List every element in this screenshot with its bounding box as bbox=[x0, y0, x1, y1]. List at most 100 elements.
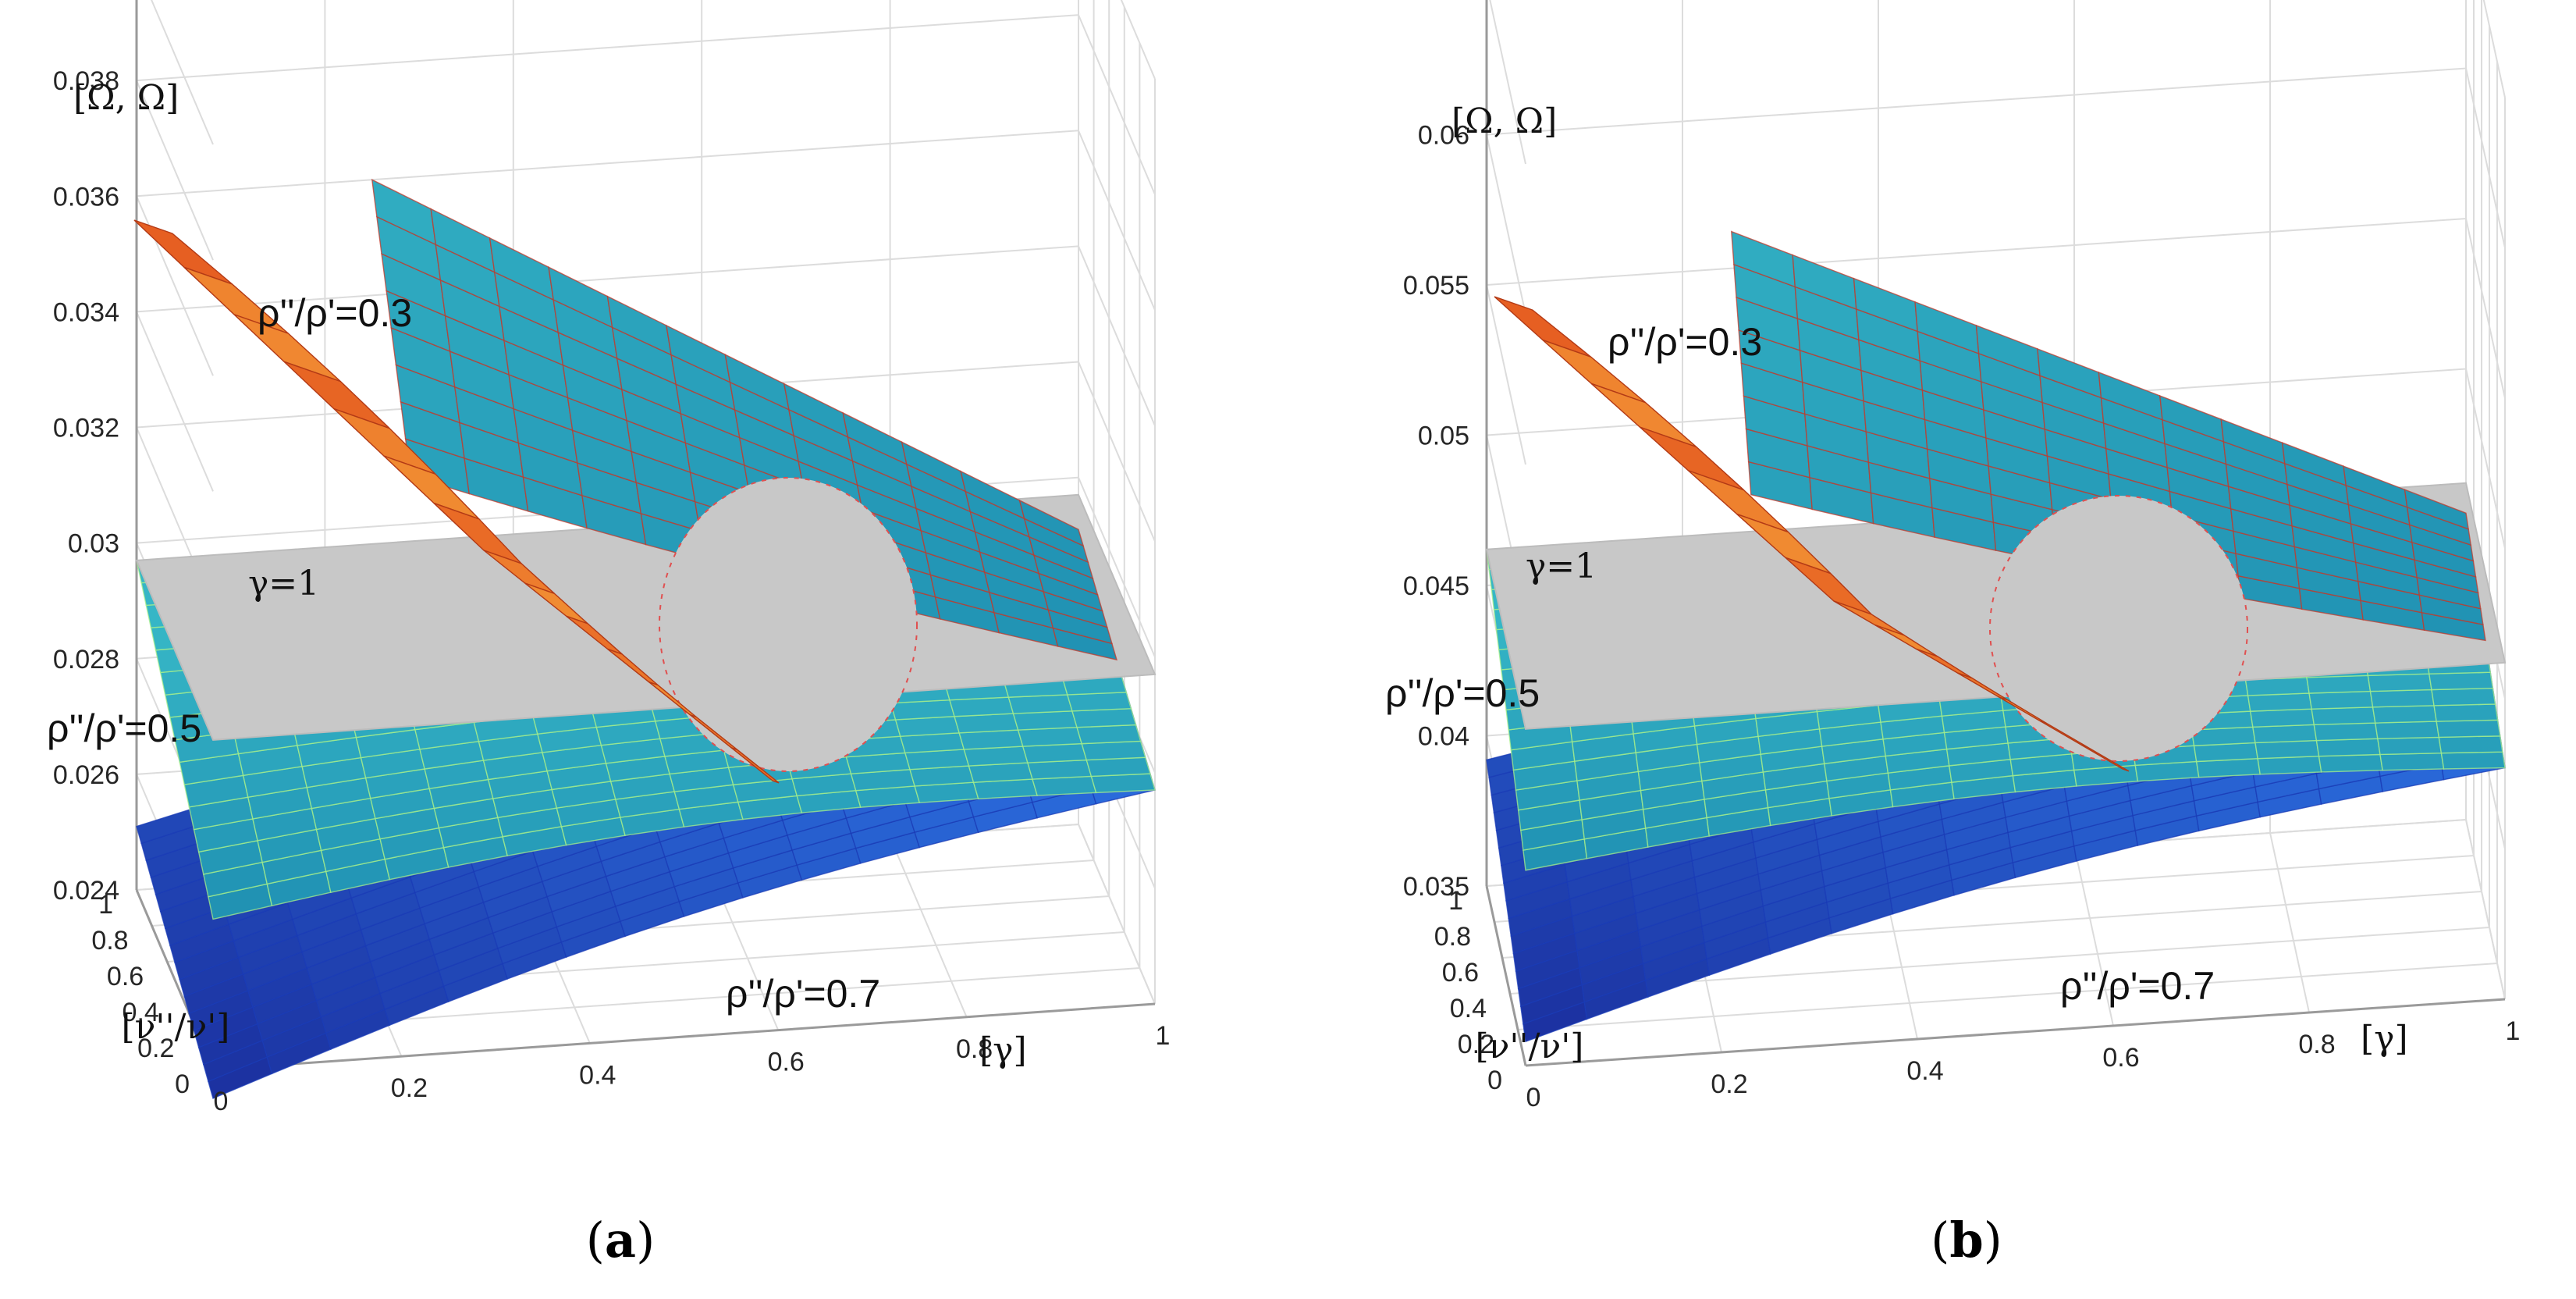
panel-caption: (b) bbox=[1931, 1212, 2002, 1269]
caption-open-paren: ( bbox=[586, 1212, 605, 1269]
chart-panel-b: 0.0650.060.0550.050.0450.040.03500.20.40… bbox=[1385, 0, 2520, 1269]
gridline-z-left bbox=[136, 80, 214, 261]
surface-rho-0-3-back bbox=[1730, 230, 2486, 642]
ridge-cell bbox=[730, 747, 780, 784]
ridge-cell bbox=[1639, 426, 1745, 491]
annotation-rho-0-7: ρ''/ρ'=0.7 bbox=[726, 972, 880, 1016]
x-tick-label: 0 bbox=[1526, 1083, 1541, 1112]
z-tick-label: 0.036 bbox=[53, 182, 119, 212]
x-tick-label: 0.4 bbox=[1906, 1056, 1943, 1086]
z-tick-label: 0.055 bbox=[1403, 271, 1469, 301]
surface-cell bbox=[2440, 751, 2506, 770]
gridline-floor-gamma bbox=[1078, 824, 1156, 1005]
z-tick-label: 0.06 bbox=[1418, 121, 1469, 151]
y-tick-label: 0 bbox=[175, 1069, 190, 1099]
surface-cell bbox=[1066, 692, 1132, 712]
gridline-floor-gamma bbox=[2465, 819, 2506, 1000]
gridline-z-left bbox=[151, 0, 214, 145]
plane-gap bbox=[1989, 495, 2248, 762]
surface-cell bbox=[1012, 710, 1078, 731]
caption-open-paren: ( bbox=[1931, 1212, 1949, 1269]
annotation-rho-0-5: ρ''/ρ'=0.5 bbox=[47, 706, 201, 750]
surface-rho-0-3-ridge bbox=[1494, 296, 2130, 772]
y-tick-label: 1 bbox=[98, 890, 113, 920]
panel-caption: (a) bbox=[586, 1212, 656, 1269]
ridge-cell bbox=[2080, 744, 2130, 772]
y-tick-label: 0.4 bbox=[1450, 994, 1487, 1023]
surface-cell bbox=[1022, 742, 1088, 763]
z-tick-label: 0.04 bbox=[1418, 722, 1469, 752]
z-tick-label: 0.034 bbox=[53, 297, 119, 327]
surface-cell bbox=[2252, 724, 2318, 744]
surface-cell bbox=[2249, 708, 2315, 728]
x-tick-label: 0.2 bbox=[391, 1073, 428, 1103]
z-axis-label: [Ω, Ω] bbox=[1451, 101, 1557, 141]
y-tick-label: 1 bbox=[1448, 886, 1463, 916]
caption-letter: a bbox=[605, 1212, 636, 1269]
plane-gap bbox=[659, 477, 918, 772]
annotation-rho-0-3: ρ''/ρ'=0.3 bbox=[258, 291, 412, 335]
surface-cell bbox=[2436, 719, 2501, 738]
annotations: ρ''/ρ'=0.3 γ=1 ρ''/ρ'=0.5 ρ''/ρ'=0.7 bbox=[1385, 320, 2215, 1008]
annotation-gamma-1: γ=1 bbox=[1526, 546, 1597, 586]
gridline-z-left bbox=[136, 311, 214, 492]
tick-labels: 0.0650.060.0550.050.0450.040.03500.20.40… bbox=[1403, 121, 2521, 1113]
surface-cell bbox=[2428, 671, 2494, 691]
ridge-cell bbox=[1494, 296, 1592, 358]
y-axis-line bbox=[1485, 885, 1527, 1066]
x-tick-label: 0.4 bbox=[579, 1060, 616, 1090]
gridline-z bbox=[1486, 67, 2506, 248]
ridge-cell bbox=[283, 361, 390, 429]
surface-cell bbox=[2438, 735, 2503, 754]
y-axis-label: [ν''/ν'] bbox=[1476, 1027, 1584, 1066]
surface-cell bbox=[2254, 739, 2320, 760]
surface-cell bbox=[2313, 722, 2379, 742]
surface-cell bbox=[1085, 756, 1151, 778]
surface-cell bbox=[2315, 738, 2381, 757]
surface-cell bbox=[2318, 753, 2383, 773]
y-tick-label: 0.2 bbox=[1458, 1030, 1494, 1059]
y-tick-label: 0.4 bbox=[123, 998, 159, 1027]
axes bbox=[1485, 0, 2506, 1067]
z-tick-label: 0.045 bbox=[1403, 571, 1469, 601]
gridline-floor-gamma bbox=[889, 837, 968, 1018]
gridline-floor-gamma bbox=[2269, 832, 2310, 1013]
z-tick-label: 0.028 bbox=[53, 645, 119, 674]
y-tick-label: 0.6 bbox=[1442, 958, 1479, 988]
surface-cell bbox=[1007, 694, 1073, 714]
gridline-z bbox=[2482, 0, 2506, 98]
chart-panel-a: 0.040.0380.0360.0340.0320.030.0280.0260.… bbox=[47, 0, 1170, 1269]
gridline-floor-nu bbox=[1517, 963, 2498, 1030]
gridline-floor-gamma bbox=[2073, 845, 2114, 1027]
surface-cell bbox=[2308, 690, 2374, 710]
x-axis-line bbox=[212, 1002, 1156, 1071]
surface-cell bbox=[2374, 721, 2440, 739]
surface-cell bbox=[1076, 724, 1142, 745]
y-tick-label: 0.8 bbox=[1434, 922, 1471, 952]
surface-cell bbox=[2404, 489, 2469, 530]
y-axis-label: [ν''/ν'] bbox=[122, 1007, 230, 1047]
gridline-z bbox=[136, 130, 1156, 311]
z-tick-label: 0.024 bbox=[53, 876, 119, 906]
y-tick-label: 0.8 bbox=[91, 926, 128, 956]
ridge-cell bbox=[1590, 383, 1697, 448]
z-tick-label: 0.038 bbox=[53, 66, 119, 96]
x-axis-line bbox=[1525, 998, 2506, 1067]
z-axis-label: [Ω, Ω] bbox=[73, 78, 179, 118]
surface-cell bbox=[2247, 692, 2312, 712]
surface-cell bbox=[2306, 674, 2372, 694]
annotation-gamma-1: γ=1 bbox=[248, 564, 319, 603]
surface-rho-0-3-ridge bbox=[133, 219, 780, 784]
gridline-z-left bbox=[136, 195, 214, 376]
surface-cell bbox=[2369, 689, 2435, 708]
gridline-z bbox=[136, 14, 1156, 195]
surface-cell bbox=[1081, 740, 1146, 761]
z-tick-label: 0.03 bbox=[68, 529, 119, 559]
z-tick-label: 0.026 bbox=[53, 760, 119, 790]
x-tick-label: 1 bbox=[1156, 1021, 1171, 1051]
annotations: ρ''/ρ'=0.3 γ=1 ρ''/ρ'=0.5 ρ''/ρ'=0.7 bbox=[47, 291, 880, 1016]
y-tick-label: 0.2 bbox=[137, 1034, 174, 1063]
surface-cell bbox=[2379, 752, 2445, 771]
surface-cell bbox=[2433, 703, 2499, 722]
